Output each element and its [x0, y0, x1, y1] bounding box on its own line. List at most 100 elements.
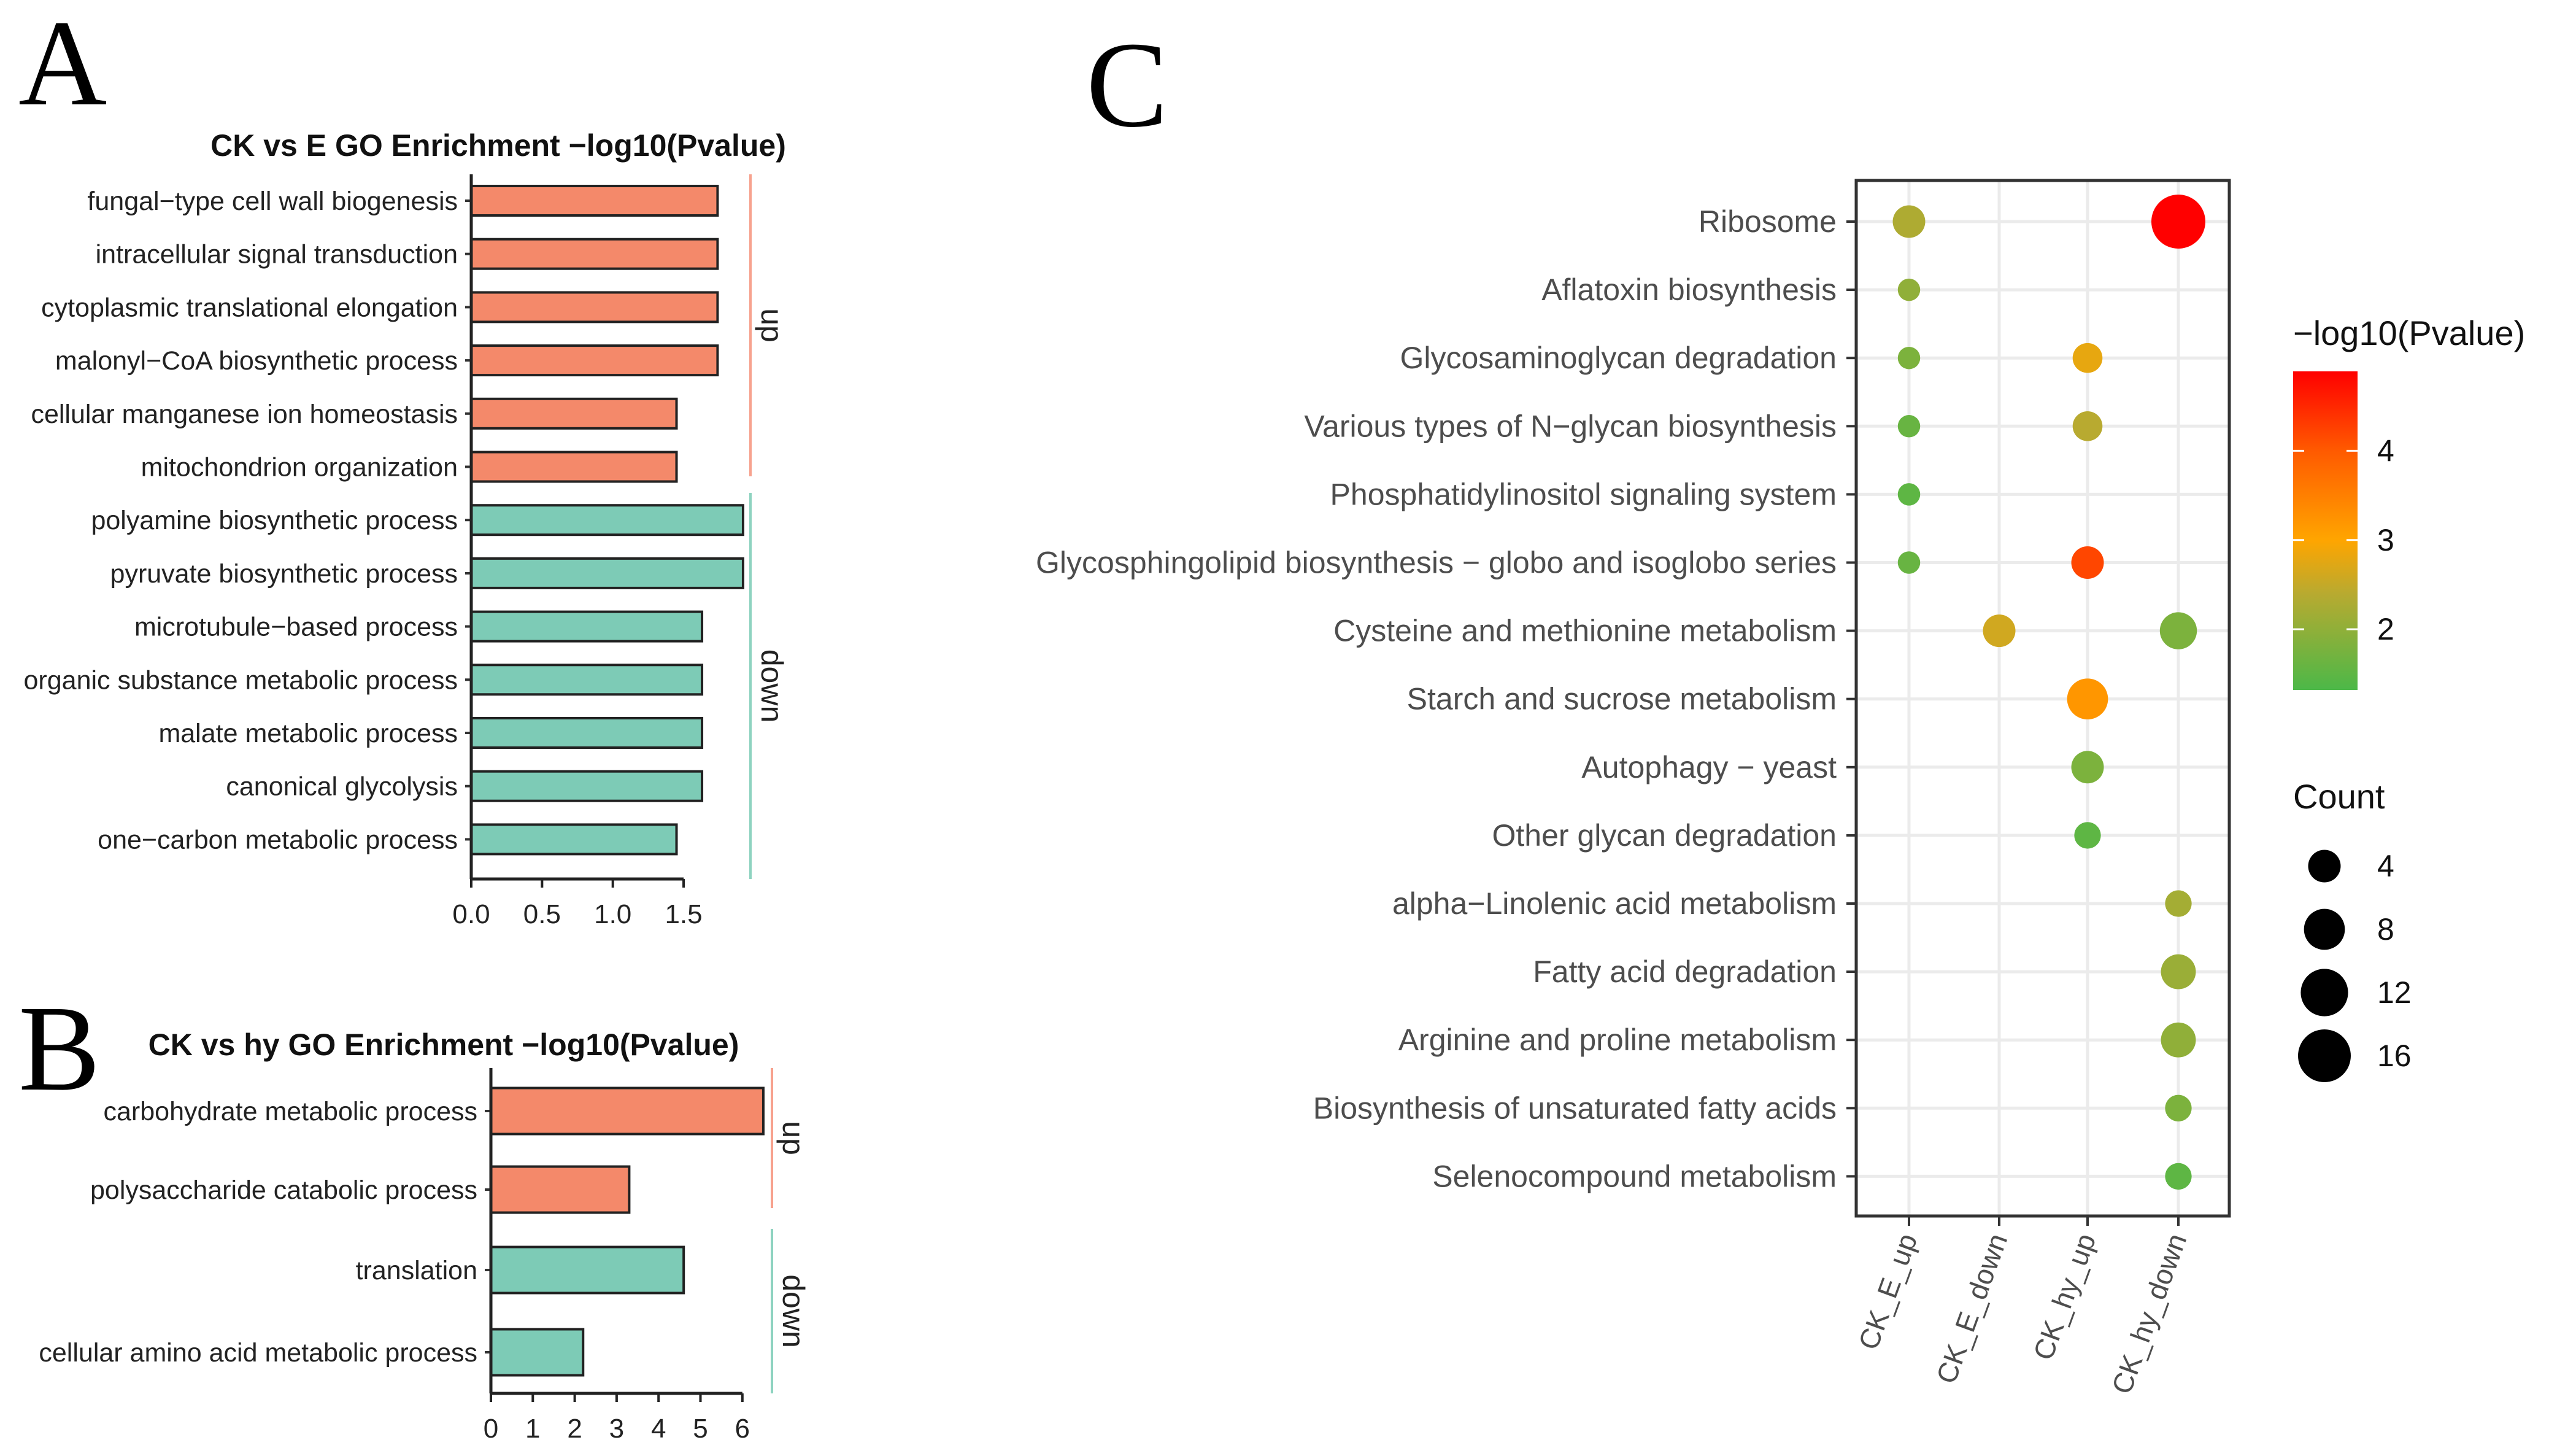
panel-c-bubble	[2072, 411, 2103, 441]
panel-a-category-label: microtubule−based process	[134, 613, 458, 642]
panel-b-category-label: polysaccharide catabolic process	[90, 1175, 477, 1205]
panel-a-bar	[470, 770, 704, 802]
panel-b-bar	[490, 1245, 685, 1295]
panel-b-bar	[490, 1165, 631, 1214]
panel-c-size-legend-dot	[2308, 850, 2341, 883]
panel-a-category-label: malonyl−CoA biosynthetic process	[55, 346, 458, 376]
panel-a-category-label: malate metabolic process	[158, 719, 458, 748]
panel-c-pathway-label: Glycosphingolipid biosynthesis − globo a…	[1036, 546, 1837, 580]
panel-a-bar	[470, 451, 678, 483]
panel-b-group-label-down: down	[776, 1274, 811, 1348]
panel-a-x-tick-label: 0.5	[523, 899, 561, 929]
panel-c-bubble	[2071, 751, 2104, 784]
panel-a-category-label: cytoplasmic translational elongation	[41, 293, 458, 322]
panel-a-x-tick-label: 1.0	[594, 899, 631, 929]
panel-a-bar-chart: CK vs E GO Enrichment −log10(Pvalue) fung…	[24, 128, 789, 929]
panel-b-bar	[490, 1086, 765, 1136]
panel-b-bar-chart: CK vs hy GO Enrichment −log10(Pvalue) car…	[39, 1028, 811, 1444]
panel-c-bubble	[1897, 483, 1921, 506]
panel-a-category-label: canonical glycolysis	[226, 772, 458, 802]
panel-c-x-tick-label: CK_E_down	[1930, 1229, 2013, 1388]
panel-c-size-legend-label: 4	[2377, 849, 2394, 883]
panel-c-bubble-chart: Ribosome Aflatoxin biosynthesis Glycosamin…	[1036, 179, 2525, 1398]
panel-a-bar	[470, 397, 678, 430]
panel-c-colorbar-tick-label: 3	[2377, 523, 2394, 557]
panel-a-category-label: organic substance metabolic process	[24, 665, 458, 695]
panel-c-pathway-label: Other glycan degradation	[1492, 818, 1837, 853]
panel-b-x-tick-label: 4	[651, 1414, 666, 1444]
panel-b-category-label: carbohydrate metabolic process	[104, 1097, 477, 1126]
panel-b-group-label-up: up	[776, 1121, 811, 1155]
panel-b-category-label: translation	[356, 1256, 477, 1285]
panel-a-bar	[470, 823, 678, 856]
panel-c-size-legend-label: 12	[2377, 975, 2412, 1010]
panel-c-bubble	[2161, 1022, 2196, 1058]
panel-b-x-tick-label: 5	[693, 1414, 708, 1444]
panel-a-category-label: cellular manganese ion homeostasis	[31, 400, 458, 429]
panel-c-size-legend-dot	[2300, 969, 2348, 1016]
panel-c-x-tick-label: CK_hy_down	[2105, 1229, 2192, 1398]
panel-b-x-tick-label: 3	[609, 1414, 624, 1444]
panel-c-pathway-label: Arginine and proline metabolism	[1398, 1023, 1837, 1057]
panel-a-x-tick-label: 1.5	[665, 899, 702, 929]
panel-a-bar	[470, 610, 704, 643]
panel-c-pathway-label: Autophagy − yeast	[1581, 750, 1837, 784]
panel-b-x-tick-label: 1	[525, 1414, 540, 1444]
panel-c-bubble	[2072, 343, 2103, 373]
panel-c-colorbar-tick-label: 4	[2377, 433, 2394, 468]
panel-c-pathway-label: Aflatoxin biosynthesis	[1541, 273, 1837, 307]
panel-c-bubble	[2151, 194, 2206, 249]
panel-c-size-legend-label: 8	[2377, 912, 2394, 947]
panel-c-pathway-label: Ribosome	[1699, 204, 1837, 239]
panel-c-pathway-label: Selenocompound metabolism	[1432, 1159, 1837, 1193]
panel-a-group-label-up: up	[755, 308, 789, 343]
panel-c-pathway-label: Biosynthesis of unsaturated fatty acids	[1313, 1091, 1837, 1125]
panel-c-bubble	[1892, 205, 1926, 238]
panel-a-category-label: intracellular signal transduction	[96, 240, 458, 269]
panel-c-bubble	[1897, 551, 1921, 574]
panel-c-bubble	[1983, 614, 2016, 648]
panel-c-pathway-label: Cysteine and methionine metabolism	[1333, 614, 1837, 648]
panel-a-bar	[470, 185, 719, 217]
panel-letter-b: B	[18, 981, 100, 1117]
panel-letter-c: C	[1086, 17, 1168, 153]
panel-a-bar	[470, 664, 704, 696]
panel-c-bubble	[1897, 278, 1921, 301]
panel-c-size-legend-label: 16	[2377, 1039, 2412, 1073]
panel-c-bubble	[2159, 612, 2197, 649]
panel-c-x-tick-label: CK_E_up	[1852, 1229, 1923, 1354]
panel-a-category-label: mitochondrion organization	[141, 453, 458, 482]
panel-b-bar	[490, 1328, 585, 1377]
panel-a-bar	[470, 344, 719, 377]
panel-c-bubble	[2071, 546, 2104, 579]
panel-a-category-label: fungal−type cell wall biogenesis	[87, 187, 458, 216]
panel-c-plot-border	[1854, 179, 2231, 1218]
panel-c-bubble	[2161, 954, 2196, 989]
panel-c-bubble	[1897, 346, 1921, 370]
panel-c-pathway-label: alpha−Linolenic acid metabolism	[1392, 886, 1837, 921]
panel-c-x-tick-label: CK_hy_up	[2027, 1229, 2102, 1365]
panel-c-bubble	[2074, 822, 2101, 849]
panel-c-pathway-label: Starch and sucrose metabolism	[1407, 682, 1837, 716]
panel-c-size-legend-dot	[2304, 908, 2345, 950]
panel-b-x-tick-label: 2	[567, 1414, 582, 1444]
panel-c-pathway-label: Fatty acid degradation	[1533, 955, 1837, 989]
panel-c-bubble	[2165, 1163, 2192, 1190]
panel-a-x-tick-label: 0.0	[452, 899, 490, 929]
panel-c-bubble	[2165, 890, 2192, 917]
panel-c-bubble	[1897, 415, 1921, 438]
panel-b-title: CK vs hy GO Enrichment −log10(Pvalue)	[148, 1028, 739, 1062]
panel-a-bar	[470, 238, 719, 270]
panel-b-x-tick-label: 0	[484, 1414, 498, 1444]
panel-a-bar	[470, 557, 744, 589]
panel-c-pathway-label: Various types of N−glycan biosynthesis	[1304, 409, 1837, 443]
panel-a-bar	[470, 504, 744, 536]
panel-letter-a: A	[18, 0, 107, 131]
panel-b-x-tick-label: 6	[735, 1414, 750, 1444]
panel-a-bar	[470, 717, 704, 749]
panel-a-bar	[470, 291, 719, 323]
panel-c-color-legend-title: −log10(Pvalue)	[2293, 314, 2525, 352]
panel-c-colorbar	[2293, 371, 2358, 690]
panel-c-size-legend-dot	[2298, 1029, 2351, 1082]
panel-c-bubble	[2165, 1094, 2192, 1121]
